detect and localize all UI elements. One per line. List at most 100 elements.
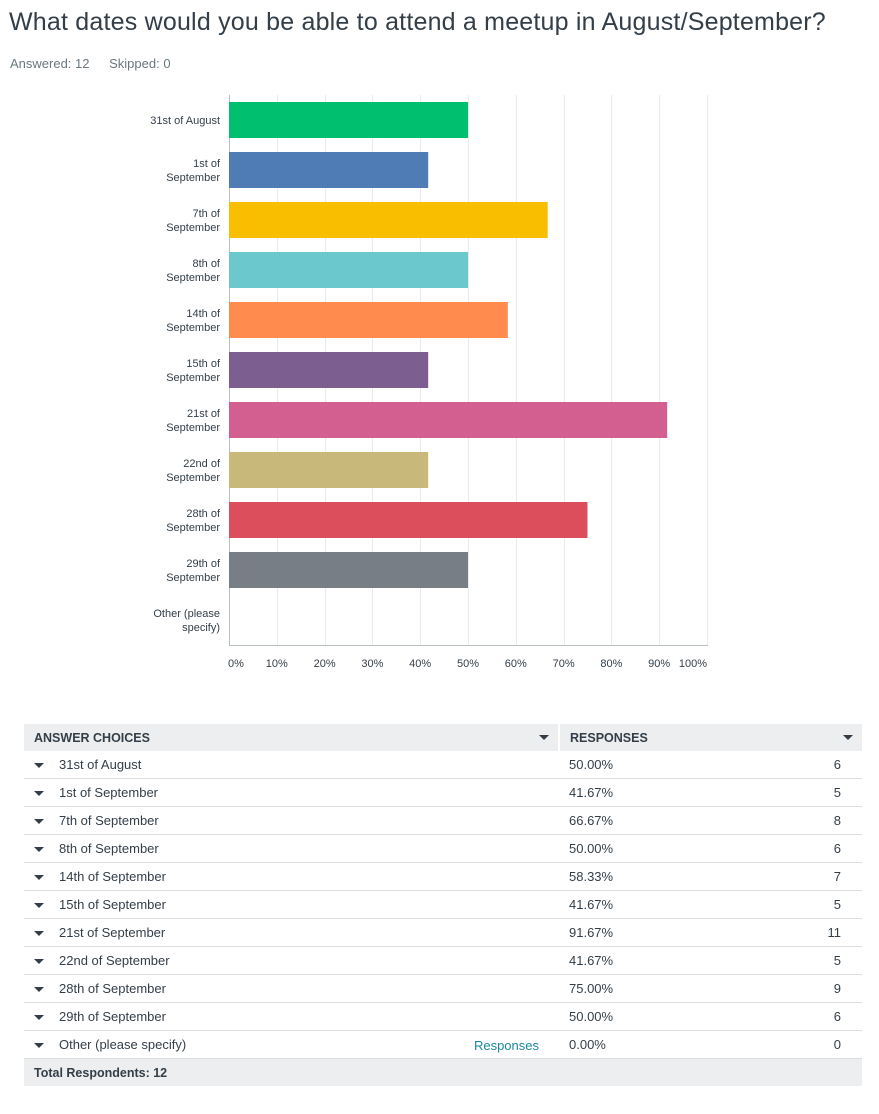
response-count: 7	[749, 862, 862, 891]
x-tick-label: 30%	[361, 658, 383, 670]
caret-down-icon[interactable]	[34, 847, 44, 853]
bar[interactable]	[229, 352, 429, 388]
response-count: 9	[749, 974, 862, 1003]
response-percent: 41.67%	[559, 890, 749, 919]
table-row: 7th of September 66.67% 8	[24, 806, 862, 835]
category-label: 21st of September	[166, 408, 221, 434]
category-label-line: 8th of	[192, 258, 220, 270]
response-count: 11	[749, 918, 862, 947]
category-label-line: September	[166, 372, 220, 384]
bar-chart: 0% 10% 20% 30% 40% 50% 60% 70% 80% 90% 100% 31st of…	[150, 95, 708, 670]
table-row: 28th of September 75.00% 9	[24, 974, 862, 1003]
category-label-line: September	[166, 222, 220, 234]
answer-choice-label: 31st of August	[59, 757, 142, 772]
responses-header[interactable]: RESPONSES	[559, 724, 862, 751]
answer-choice-label: 29th of September	[59, 1009, 166, 1024]
table-row: 8th of September 50.00% 6	[24, 834, 862, 863]
response-count: 0	[749, 1030, 862, 1059]
category-label: Other (please specify)	[153, 608, 220, 634]
table-row: 22nd of September 41.67% 5	[24, 946, 862, 975]
caret-down-icon[interactable]	[34, 987, 44, 993]
bar[interactable]	[229, 502, 588, 538]
table-row: 29th of September 50.00% 6	[24, 1002, 862, 1031]
answer-choices-header[interactable]: ANSWER CHOICES	[24, 724, 560, 751]
category-label-line: September	[166, 322, 220, 334]
category-label: 29th of September	[166, 558, 221, 584]
caret-down-icon[interactable]	[34, 763, 44, 769]
answer-choice-cell: 14th of September	[24, 862, 559, 891]
bar[interactable]	[229, 302, 508, 338]
category-label-line: September	[166, 422, 220, 434]
answer-choice-cell: 29th of September	[24, 1002, 559, 1031]
category-label: 31st of August	[150, 115, 220, 127]
caret-down-icon[interactable]	[34, 819, 44, 825]
category-label: 22nd of September	[166, 458, 221, 484]
answer-choice-label: 14th of September	[59, 869, 166, 884]
table-row: 21st of September 91.67% 11	[24, 918, 862, 947]
sort-icon[interactable]	[539, 735, 549, 740]
response-count: 5	[749, 890, 862, 919]
category-label-line: 21st of	[187, 408, 221, 420]
caret-down-icon[interactable]	[34, 875, 44, 881]
category-label-line: September	[166, 272, 220, 284]
category-label: 28th of September	[166, 508, 221, 534]
total-respondents: Total Respondents: 12	[24, 1058, 862, 1086]
answer-choice-label: 7th of September	[59, 813, 159, 828]
bar[interactable]	[229, 102, 468, 138]
x-tick-label: 50%	[457, 658, 479, 670]
caret-down-icon[interactable]	[34, 1015, 44, 1021]
x-tick-label: 0%	[228, 658, 244, 670]
table-row: Other (please specify) Responses 0.00% 0	[24, 1030, 862, 1059]
bar[interactable]	[229, 202, 548, 238]
answer-choice-cell: 31st of August	[24, 751, 559, 779]
category-label-line: 22nd of	[183, 458, 221, 470]
bar[interactable]	[229, 152, 429, 188]
answer-choice-cell: 21st of September	[24, 918, 559, 947]
response-percent: 91.67%	[559, 918, 749, 947]
answer-choices-table: ANSWER CHOICES RESPONSES 31st of August 5…	[24, 724, 862, 1086]
answer-choice-cell: 15th of September	[24, 890, 559, 919]
caret-down-icon[interactable]	[34, 931, 44, 937]
response-count: 5	[749, 778, 862, 807]
x-tick-label: 90%	[648, 658, 670, 670]
x-tick-label: 70%	[553, 658, 575, 670]
bar[interactable]	[229, 402, 668, 438]
response-percent: 66.67%	[559, 806, 749, 835]
category-label-line: September	[166, 172, 220, 184]
caret-down-icon[interactable]	[34, 959, 44, 965]
bar[interactable]	[229, 252, 468, 288]
answered-count: Answered: 12	[10, 56, 90, 71]
responses-link[interactable]: Responses	[473, 1038, 539, 1053]
category-label-line: Other (please	[153, 608, 220, 620]
category-label: 8th of September	[166, 258, 221, 284]
answer-choice-label: 15th of September	[59, 897, 166, 912]
x-tick-label: 20%	[314, 658, 336, 670]
answer-choice-cell: 22nd of September	[24, 946, 559, 975]
response-count: 8	[749, 806, 862, 835]
bar[interactable]	[229, 552, 468, 588]
category-label-line: September	[166, 472, 220, 484]
response-count: 6	[749, 1002, 862, 1031]
bar[interactable]	[229, 452, 429, 488]
caret-down-icon[interactable]	[34, 791, 44, 797]
answer-choice-cell: 8th of September	[24, 834, 559, 863]
answer-choice-label: 28th of September	[59, 981, 166, 996]
x-tick-label: 60%	[505, 658, 527, 670]
answer-choice-cell: Other (please specify) Responses	[24, 1030, 559, 1059]
x-tick-label: 10%	[266, 658, 288, 670]
sort-icon[interactable]	[843, 735, 853, 740]
response-percent: 50.00%	[559, 834, 749, 863]
category-label-line: 29th of	[186, 558, 221, 570]
caret-down-icon[interactable]	[34, 1043, 44, 1049]
response-stats: Answered: 12 Skipped: 0	[10, 56, 187, 71]
response-count: 6	[749, 834, 862, 863]
category-label-line: 1st of	[193, 158, 221, 170]
category-label-line: September	[166, 522, 220, 534]
category-label-line: 15th of	[186, 358, 221, 370]
caret-down-icon[interactable]	[34, 903, 44, 909]
responses-header-label: RESPONSES	[570, 730, 648, 745]
answer-choices-header-label: ANSWER CHOICES	[34, 730, 150, 745]
x-tick-label: 40%	[409, 658, 431, 670]
table-row: 31st of August 50.00% 6	[24, 751, 862, 779]
category-label-line: 14th of	[186, 308, 221, 320]
